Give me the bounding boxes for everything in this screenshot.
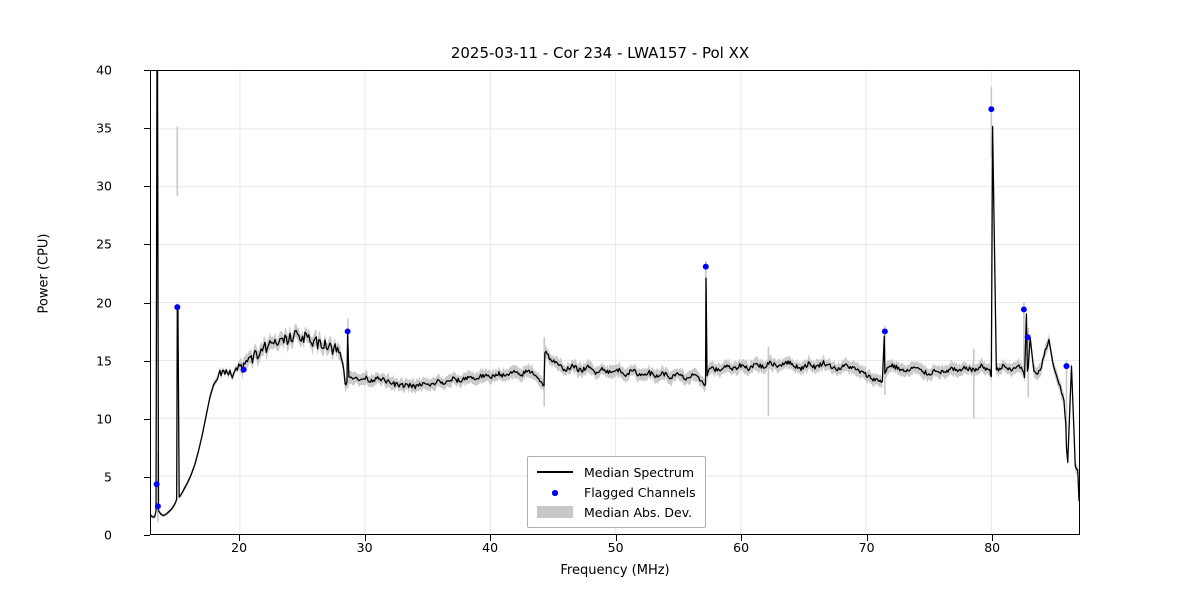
legend-dot-swatch [535,485,575,499]
x-axis-tick-mark [490,535,492,541]
flagged-channel-point [702,263,709,270]
y-axis-tick-label: 25 [96,236,112,252]
flagged-channel-point [1063,363,1070,370]
y-axis-tick-label: 0 [104,527,112,543]
flagged-channel-point [174,304,181,311]
y-axis-tick-label: 30 [96,178,112,194]
legend-item-median-abs-dev: Median Abs. Dev. [535,502,696,522]
legend-line-swatch [535,465,575,479]
x-axis-tick-label: 30 [356,540,373,555]
y-axis-tick-label: 40 [96,62,112,78]
x-axis-label: Frequency (MHz) [560,563,670,578]
flagged-channel-point [881,328,888,335]
y-axis-label: Power (CPU) [36,233,52,314]
y-axis-tick-mark [144,476,150,478]
y-axis-tick-mark [144,418,150,420]
x-axis-tick-mark [992,535,994,541]
y-axis-tick-mark [144,244,150,246]
y-axis-tick-mark [144,360,150,362]
y-axis-tick-mark [144,535,150,536]
median-spectrum-line [151,71,1079,518]
chart-title: 2025-03-11 - Cor 234 - LWA157 - Pol XX [450,44,750,62]
y-axis-tick-label: 15 [96,353,112,369]
legend-label: Flagged Channels [584,484,696,500]
x-axis-tick-mark [866,535,868,541]
legend-label: Median Abs. Dev. [584,504,693,520]
legend-label: Median Spectrum [584,464,695,480]
y-axis-tick-mark [144,128,150,130]
x-axis-tick-label: 40 [482,540,499,555]
x-axis-tick-mark [239,535,241,541]
flagged-channel-point [240,366,247,373]
flagged-channel-point [988,106,995,113]
legend-item-median-spectrum: Median Spectrum [535,462,696,482]
flagged-channel-point [1020,306,1027,313]
y-axis-tick-mark [144,302,150,304]
flagged-channel-point [1024,334,1031,341]
y-axis-tick-label: 5 [104,469,112,485]
legend-patch-swatch [535,505,575,519]
x-axis-tick-mark [741,535,743,541]
chart-legend: Median Spectrum Flagged Channels Median … [527,456,706,528]
mad-band [151,71,1079,519]
x-axis-tick-mark [615,535,617,541]
x-axis-tick-label: 70 [858,540,875,555]
flagged-channel-point [154,503,161,510]
flagged-channel-point [344,328,351,335]
plot-canvas [151,71,1079,534]
x-axis-tick-label: 20 [231,540,248,555]
legend-item-flagged-channels: Flagged Channels [535,482,696,502]
y-axis-tick-label: 35 [96,120,112,136]
y-axis-tick-mark [144,70,150,71]
y-axis-tick-label: 10 [96,411,112,427]
x-axis-tick-label: 80 [984,540,1001,555]
y-axis-tick-mark [144,186,150,188]
x-axis-tick-label: 50 [607,540,624,555]
x-axis-tick-label: 60 [733,540,750,555]
x-axis-tick-mark [364,535,366,541]
flagged-channel-point [153,481,160,488]
y-axis-tick-label: 20 [96,295,112,310]
mad-spikes [156,71,1068,523]
flagged-channel-markers [153,106,1070,510]
